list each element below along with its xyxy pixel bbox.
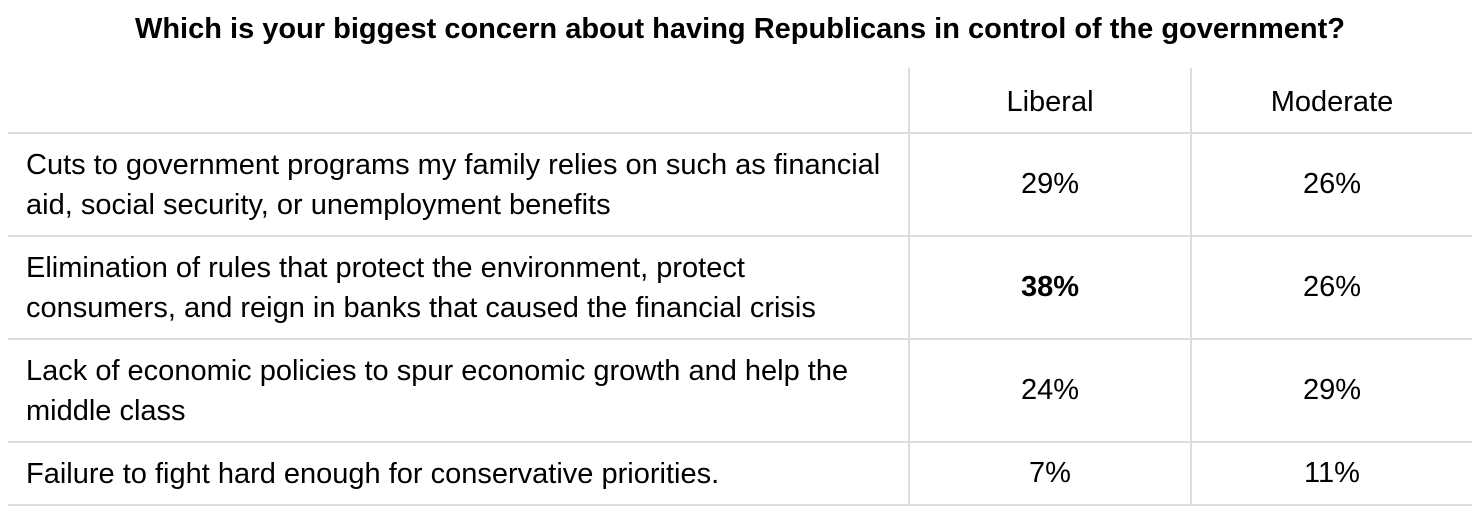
row: Lack of economic policies to spur econom… xyxy=(8,338,1472,442)
cell: 7% xyxy=(908,441,1191,505)
column-header: Liberal xyxy=(908,68,1191,133)
title: Which is your biggest concern about havi… xyxy=(134,13,1346,45)
cell: 11% xyxy=(1190,441,1472,505)
cell: 26% xyxy=(1190,132,1472,236)
cell: 24% xyxy=(908,338,1191,442)
cell: 29% xyxy=(1190,338,1472,442)
question: Failure to fight hard enough for conserv… xyxy=(8,441,909,505)
column-header xyxy=(8,68,909,133)
row: Failure to fight hard enough for conserv… xyxy=(8,441,1472,505)
column-header: Moderate xyxy=(1190,68,1472,133)
cell: 38% xyxy=(908,235,1191,339)
cell: 26% xyxy=(1190,235,1472,339)
cell: 29% xyxy=(908,132,1191,236)
table: Liberal Moderate Cuts to government prog… xyxy=(8,68,1472,506)
question: Lack of economic policies to spur econom… xyxy=(8,338,909,442)
header-row: Liberal Moderate xyxy=(8,68,1472,133)
row: Cuts to government programs my family re… xyxy=(8,132,1472,236)
row: Elimination of rules that protect the en… xyxy=(8,235,1472,339)
question: Cuts to government programs my family re… xyxy=(8,132,909,236)
question: Elimination of rules that protect the en… xyxy=(8,235,909,339)
